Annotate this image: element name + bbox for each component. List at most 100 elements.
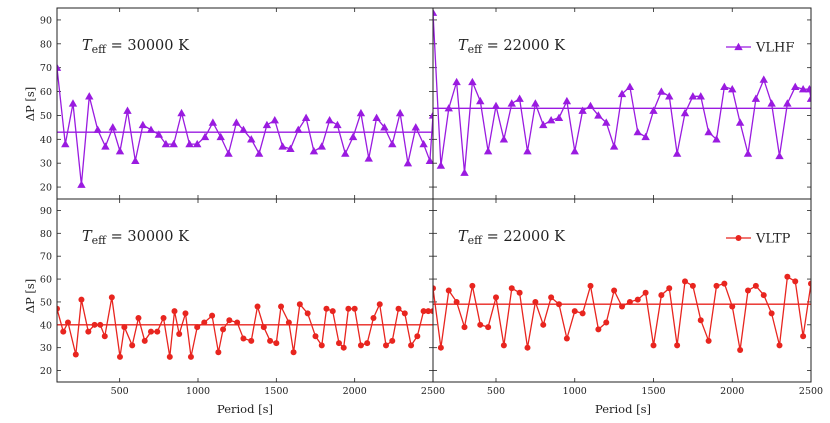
data-point — [329, 308, 336, 315]
data-point — [278, 303, 285, 310]
data-point — [61, 139, 70, 148]
data-point — [232, 118, 241, 126]
data-point — [226, 317, 233, 324]
data-point — [372, 113, 381, 121]
data-point — [254, 303, 261, 310]
data-point — [333, 120, 342, 129]
data-point — [273, 340, 280, 347]
temperature-label: Teff = 30000 K — [82, 38, 190, 56]
data-point — [425, 308, 432, 315]
data-point — [108, 294, 115, 301]
data-point — [270, 116, 279, 124]
plots-layer: 20 30 40 50 60 70 80 90 Teff = 30000 K Teff = 220… — [40, 7, 823, 397]
data-point — [688, 92, 698, 100]
data-point — [587, 282, 594, 289]
legend-marker — [735, 235, 742, 241]
data-point — [674, 342, 681, 349]
panel-bottom-left: 20 30 40 50 60 70 80 90 500 1000 1500 2000 2500 Teff … — [40, 198, 445, 397]
y-tick-label: 60 — [40, 87, 52, 98]
data-point — [571, 308, 578, 315]
data-point — [318, 342, 325, 349]
panel-frame — [432, 7, 812, 200]
data-point — [508, 285, 515, 292]
data-point — [304, 310, 311, 317]
panel-top-right: Teff = 22000 K VLHF — [432, 7, 812, 200]
y-tick-label: 30 — [40, 343, 52, 354]
data-point — [453, 298, 460, 305]
data-point — [129, 342, 136, 349]
data-point — [433, 285, 436, 292]
x-tick-label: 1500 — [264, 386, 288, 397]
data-point — [461, 324, 468, 331]
data-point — [776, 342, 783, 349]
data-point — [200, 132, 210, 141]
series-line — [57, 67, 433, 185]
data-point — [345, 305, 352, 312]
data-point — [563, 335, 570, 342]
data-point — [523, 147, 532, 155]
data-point — [177, 108, 186, 117]
data-point — [77, 180, 86, 188]
series-bottom-left — [57, 294, 433, 360]
data-point — [625, 82, 635, 90]
data-point — [141, 337, 148, 344]
data-point — [784, 273, 791, 280]
data-point — [682, 278, 688, 285]
data-point — [325, 116, 334, 124]
data-point — [364, 154, 373, 162]
data-point — [85, 328, 92, 335]
y-tick-label: 40 — [40, 135, 52, 146]
data-point — [721, 280, 728, 287]
data-point — [507, 99, 516, 107]
data-point — [760, 292, 767, 299]
data-point — [408, 342, 415, 349]
data-point — [531, 99, 540, 107]
data-point — [364, 340, 371, 347]
y-tick-label: 70 — [40, 63, 52, 74]
data-point — [262, 120, 272, 129]
data-point — [108, 123, 117, 131]
data-point — [57, 63, 62, 71]
data-point — [296, 301, 303, 308]
data-point — [247, 135, 256, 143]
data-point — [182, 310, 189, 317]
legend-marker — [734, 42, 743, 51]
data-point — [376, 301, 383, 308]
data-point — [161, 139, 171, 148]
data-point — [78, 296, 85, 303]
data-point — [220, 326, 227, 333]
data-point — [516, 289, 523, 296]
data-point — [586, 101, 595, 110]
data-point — [68, 99, 78, 107]
data-point — [554, 113, 564, 121]
data-point — [388, 139, 397, 148]
data-point — [798, 84, 808, 93]
data-point — [260, 324, 267, 331]
data-point — [123, 106, 132, 114]
data-point — [689, 282, 696, 289]
data-point — [154, 130, 164, 138]
data-point — [556, 301, 562, 308]
data-point — [445, 287, 452, 294]
series-top-right — [433, 8, 811, 176]
data-point — [176, 330, 183, 337]
y-tick-label: 30 — [40, 159, 52, 170]
data-point — [171, 308, 178, 315]
data-point — [444, 104, 453, 112]
legend-label: VLTP — [755, 232, 791, 247]
data-point — [476, 96, 485, 105]
data-point — [705, 337, 712, 344]
data-point — [72, 351, 79, 358]
data-point — [548, 294, 555, 301]
data-point — [395, 305, 402, 312]
data-point — [357, 342, 364, 349]
data-point — [657, 87, 666, 95]
data-point — [500, 342, 507, 349]
data-point — [452, 77, 461, 86]
data-point — [745, 287, 751, 294]
data-point — [154, 328, 161, 335]
data-point — [194, 324, 201, 331]
data-point — [808, 280, 811, 287]
data-point — [713, 282, 720, 289]
